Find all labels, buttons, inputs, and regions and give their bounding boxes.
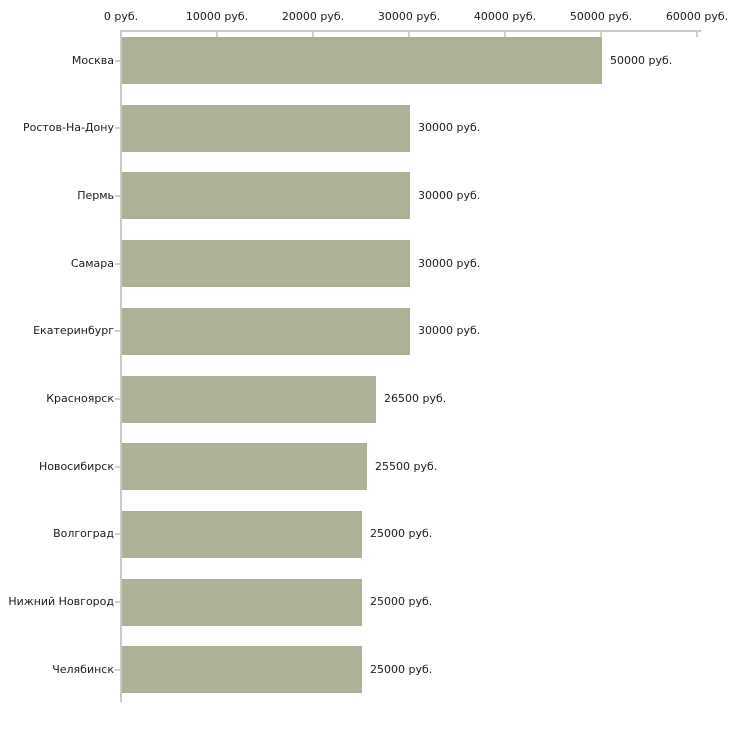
y-axis-tick [115,195,120,197]
bar [122,240,410,287]
x-axis-label: 0 руб. [103,10,139,23]
category-label: Екатеринбург [33,324,114,337]
bar [122,105,410,152]
bar-value-label: 30000 руб. [418,324,481,337]
x-axis-tick [216,32,218,37]
bar [122,37,602,84]
x-axis-label: 40000 руб. [473,10,537,23]
x-axis-label: 20000 руб. [281,10,345,23]
bar [122,376,376,423]
category-label: Новосибирск [38,460,114,473]
x-axis-tick [408,32,410,37]
x-axis-tick [312,32,314,37]
category-label: Ростов-На-Дону [22,121,114,134]
y-axis-tick [115,127,120,129]
y-axis-tick [115,533,120,535]
x-axis-tick [600,32,602,37]
category-label: Пермь [77,189,114,202]
bar-value-label: 25500 руб. [375,460,438,473]
category-label: Челябинск [52,663,114,676]
y-axis-tick [115,466,120,468]
x-axis-line [121,30,701,32]
category-label: Волгоград [53,527,114,540]
bar-value-label: 50000 руб. [610,54,673,67]
x-axis-tick [696,32,698,37]
bar-value-label: 25000 руб. [370,527,433,540]
bar [122,172,410,219]
category-label: Красноярск [46,392,114,405]
bar [122,646,362,693]
bar [122,511,362,558]
bar [122,308,410,355]
bar-value-label: 25000 руб. [370,663,433,676]
x-axis-label: 60000 руб. [665,10,729,23]
x-axis-label: 10000 руб. [185,10,249,23]
bar-value-label: 30000 руб. [418,257,481,270]
y-axis-tick [115,601,120,603]
x-axis-label: 50000 руб. [569,10,633,23]
bar-value-label: 25000 руб. [370,595,433,608]
bar-value-label: 30000 руб. [418,121,481,134]
category-label: Самара [70,257,114,270]
x-axis-tick [504,32,506,37]
bar-value-label: 26500 руб. [384,392,447,405]
category-label: Москва [71,54,114,67]
x-axis-label: 30000 руб. [377,10,441,23]
y-axis-tick [115,330,120,332]
category-label: Нижний Новгород [8,595,114,608]
y-axis-tick [115,60,120,62]
y-axis-tick [115,398,120,400]
bar [122,443,367,490]
bar-value-label: 30000 руб. [418,189,481,202]
y-axis-line [120,30,122,702]
bar [122,579,362,626]
y-axis-tick [115,263,120,265]
y-axis-tick [115,669,120,671]
